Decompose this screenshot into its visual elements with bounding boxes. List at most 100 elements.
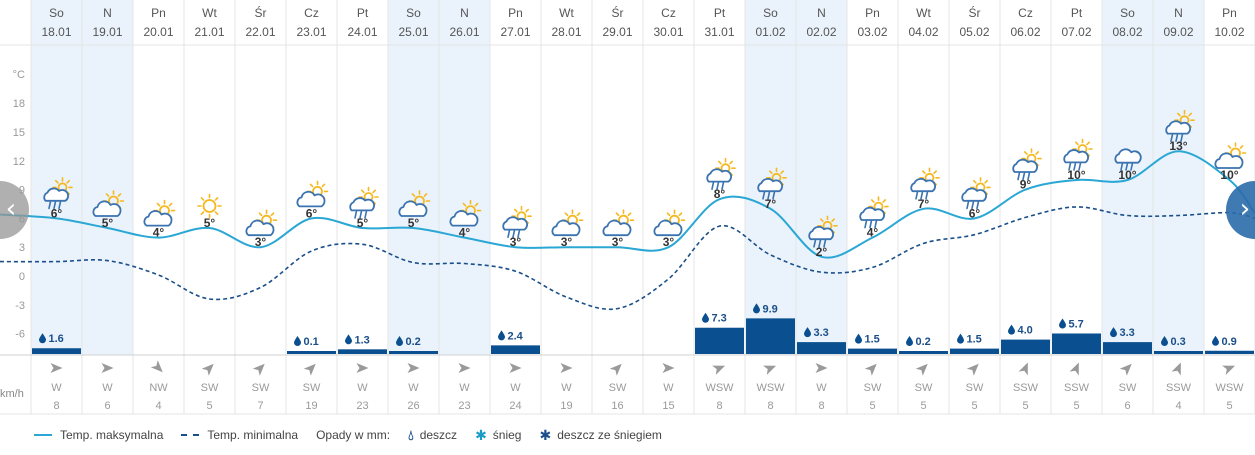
sun-ray <box>1227 145 1232 149</box>
max-temp-label: 5° <box>204 216 216 230</box>
day-date: 05.02 <box>959 25 989 39</box>
day-name: Wt <box>916 6 931 20</box>
sun-ray <box>576 212 581 217</box>
rain-drop <box>1027 171 1031 181</box>
wind-speed: 6 <box>1124 400 1130 412</box>
rain-drop <box>1120 162 1124 171</box>
wind-direction: W <box>510 382 521 394</box>
cloud-shape <box>245 219 275 237</box>
wind-arrow-icon <box>560 363 573 373</box>
day-name: N <box>460 6 469 20</box>
wind-speed: 15 <box>662 400 674 412</box>
precip-value: 4.0 <box>1018 325 1033 337</box>
rain-drop <box>1125 162 1129 171</box>
raindrop-icon <box>1161 336 1168 346</box>
y-tick-label: 12 <box>13 156 25 168</box>
cloud-shape <box>92 200 122 217</box>
max-temp-label: 6° <box>969 206 981 220</box>
wind-speed: 23 <box>356 400 368 412</box>
precip-value: 1.6 <box>49 333 64 345</box>
wind-speed: 8 <box>818 400 824 412</box>
sun-ray <box>214 197 219 201</box>
wind-arrow-icon <box>50 363 63 373</box>
precip-value: 0.3 <box>1171 336 1186 348</box>
raindrop-icon <box>957 333 964 344</box>
sun-ray <box>156 202 161 207</box>
snowflake-icon: ✱ <box>475 426 487 443</box>
precip-bar <box>1052 333 1101 354</box>
rain-drop <box>721 181 725 190</box>
day-name: Cz <box>1018 6 1033 20</box>
min-temperature-line <box>0 206 1255 311</box>
precip-bar <box>1154 351 1203 354</box>
precip-value: 0.9 <box>1222 336 1237 348</box>
wind-speed: 16 <box>611 400 623 412</box>
sun-ray <box>921 170 926 175</box>
cloud-shape <box>1012 158 1039 173</box>
day-date: 22.01 <box>245 25 275 39</box>
sun-ray <box>360 189 365 194</box>
max-temp-label: 5° <box>102 216 114 230</box>
sun-ray <box>411 193 416 197</box>
cloud-shape <box>1114 148 1142 164</box>
precip-bar <box>32 348 81 354</box>
legend-mixed-label: deszcz ze śniegiem <box>557 428 662 442</box>
sun-ray <box>270 212 275 217</box>
sun-ray <box>54 179 59 184</box>
precip-bar <box>848 348 897 354</box>
wind-direction: WSW <box>1215 382 1244 394</box>
raindrop-icon <box>1059 318 1066 329</box>
cloud-shape <box>398 200 428 217</box>
rain-drop <box>1078 162 1082 171</box>
max-temp-label: 10° <box>1067 168 1085 182</box>
wind-arrow-icon <box>966 363 979 376</box>
max-temp-label: 4° <box>459 226 471 240</box>
weather-chart: °C1815129630-3-6So18.01N19.01Pn20.01Wt21… <box>0 0 1255 415</box>
cloud-shape <box>1214 152 1244 169</box>
wind-direction: SW <box>252 382 270 394</box>
day-name: N <box>103 6 112 20</box>
day-date: 08.02 <box>1112 25 1142 39</box>
day-date: 20.01 <box>143 25 173 39</box>
wind-arrow-icon <box>252 363 265 376</box>
wind-speed: 19 <box>560 400 572 412</box>
day-name: So <box>49 6 64 20</box>
sun-ray <box>666 212 671 217</box>
wind-arrow-icon <box>150 360 163 373</box>
wind-arrow-icon <box>303 363 316 376</box>
wind-speed: 5 <box>869 400 875 412</box>
day-date: 18.01 <box>41 25 71 39</box>
y-tick-label: 15 <box>13 127 25 139</box>
raindrop-icon <box>39 333 46 344</box>
day-date: 04.02 <box>908 25 938 39</box>
day-date: 25.01 <box>398 25 428 39</box>
raindrop-icon <box>396 336 403 346</box>
wind-direction: WSW <box>705 382 734 394</box>
precip-bar <box>950 348 999 354</box>
wind-speed: 6 <box>104 400 110 412</box>
wind-speed: 5 <box>1073 400 1079 412</box>
precip-bar <box>899 351 948 354</box>
day-date: 21.01 <box>194 25 224 39</box>
wind-direction: SSW <box>1166 382 1192 394</box>
rain-drop <box>823 239 827 248</box>
rain-drop <box>762 191 766 200</box>
wind-speed: 5 <box>1226 400 1232 412</box>
wind-arrow-icon <box>101 363 114 373</box>
wind-direction: W <box>561 382 572 394</box>
max-temp-label: 9° <box>1020 178 1032 192</box>
sun-ray <box>729 160 734 165</box>
wind-direction: SW <box>1119 382 1137 394</box>
legend-precip-title: Opady w mm: <box>316 428 390 442</box>
wind-arrow-icon <box>763 365 777 375</box>
sun-ray <box>321 183 326 188</box>
day-name: So <box>763 6 778 20</box>
max-temp-label: 5° <box>357 216 369 230</box>
raindrop-icon <box>753 303 760 314</box>
day-name: Cz <box>661 6 676 20</box>
day-name: Śr <box>969 5 981 20</box>
wind-speed: 4 <box>155 400 161 412</box>
wind-arrow-icon <box>712 365 726 375</box>
sun-ray <box>1176 112 1181 117</box>
y-tick-label: 3 <box>19 242 25 254</box>
